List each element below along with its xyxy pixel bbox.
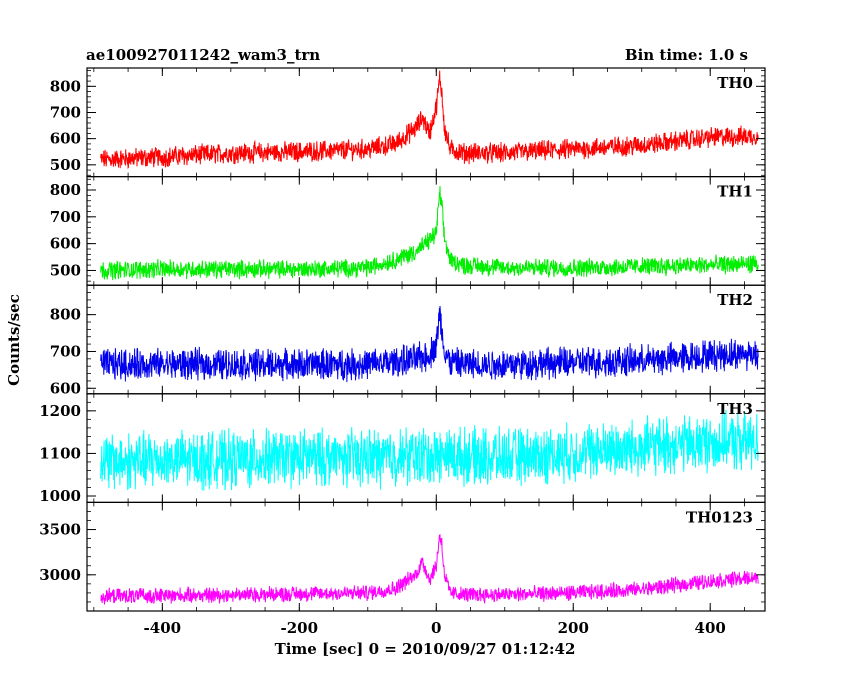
x-tick-label: 200 [558, 619, 589, 637]
x-tick-label: -200 [281, 619, 319, 637]
x-tick-label: 0 [431, 619, 441, 637]
y-tick-label: 1200 [39, 402, 81, 420]
series-th2-line [100, 305, 759, 383]
series-th0123-line [100, 533, 759, 605]
x-tick-label: -400 [144, 619, 182, 637]
x-tick-label: 400 [695, 619, 726, 637]
series-label-th0123: TH0123 [686, 508, 753, 526]
x-axis-label: Time [sec] 0 = 2010/09/27 01:12:42 [274, 640, 576, 658]
series-label-th0: TH0 [717, 74, 753, 92]
y-tick-label: 700 [50, 208, 81, 226]
series-label-th2: TH2 [717, 291, 753, 309]
chart-title: ae100927011242_wam3_trn [86, 46, 321, 64]
y-tick-label: 700 [50, 103, 81, 121]
y-tick-label: 500 [50, 261, 81, 279]
bin-time-label: Bin time: 1.0 s [624, 46, 748, 64]
y-tick-label: 1100 [39, 444, 81, 462]
y-tick-label: 800 [50, 181, 81, 199]
series-th3-line [100, 409, 759, 491]
y-tick-label: 800 [50, 306, 81, 324]
y-tick-label: 600 [50, 379, 81, 397]
series-label-th3: TH3 [717, 400, 753, 418]
series-label-th1: TH1 [717, 183, 753, 201]
y-tick-label: 3500 [39, 521, 81, 539]
series-th1-line [100, 185, 759, 281]
y-axis-label: Counts/sec [5, 294, 23, 386]
series-th0-line [100, 70, 759, 170]
y-tick-label: 3000 [39, 566, 81, 584]
y-tick-label: 700 [50, 342, 81, 360]
y-tick-label: 800 [50, 77, 81, 95]
y-tick-label: 500 [50, 156, 81, 174]
y-tick-label: 600 [50, 235, 81, 253]
y-tick-label: 600 [50, 130, 81, 148]
panel-frame-th2 [86, 284, 766, 395]
y-tick-label: 1000 [39, 487, 81, 505]
